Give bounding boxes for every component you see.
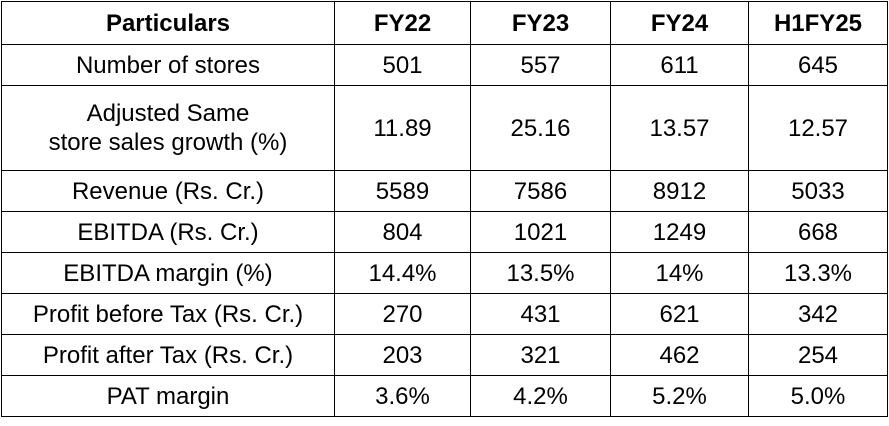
cell-value: 5.2% <box>610 375 749 417</box>
cell-value: 13.3% <box>748 252 888 294</box>
header-fy24: FY24 <box>610 1 749 45</box>
table-row-profit-after-tax: Profit after Tax (Rs. Cr.) 203 321 462 2… <box>1 334 888 376</box>
row-label: Number of stores <box>1 44 335 86</box>
cell-value: 1249 <box>610 211 749 253</box>
row-label: EBITDA margin (%) <box>1 252 335 294</box>
header-particulars: Particulars <box>1 1 335 45</box>
cell-value: 12.57 <box>748 85 888 171</box>
cell-value: 621 <box>610 293 749 335</box>
row-label-line-1: Adjusted Same <box>86 100 250 127</box>
cell-value: 431 <box>470 293 611 335</box>
cell-value: 804 <box>334 211 471 253</box>
cell-value: 645 <box>748 44 888 86</box>
cell-value: 3.6% <box>334 375 471 417</box>
cell-value: 203 <box>334 334 471 376</box>
header-fy22: FY22 <box>334 1 471 45</box>
cell-value: 462 <box>610 334 749 376</box>
cell-value: 13.5% <box>470 252 611 294</box>
row-label: EBITDA (Rs. Cr.) <box>1 211 335 253</box>
header-row: Particulars FY22 FY23 FY24 H1FY25 <box>1 1 888 45</box>
cell-value: 321 <box>470 334 611 376</box>
financials-table: Particulars FY22 FY23 FY24 H1FY25 Number… <box>1 1 888 417</box>
row-label: Adjusted Same store sales growth (%) <box>1 85 335 171</box>
cell-value: 11.89 <box>334 85 471 171</box>
table-row-same-store-sales-growth: Adjusted Same store sales growth (%) 11.… <box>1 85 888 171</box>
header-h1fy25: H1FY25 <box>748 1 888 45</box>
table-row-ebitda: EBITDA (Rs. Cr.) 804 1021 1249 668 <box>1 211 888 253</box>
cell-value: 25.16 <box>470 85 611 171</box>
cell-value: 5589 <box>334 170 471 212</box>
cell-value: 1021 <box>470 211 611 253</box>
cell-value: 254 <box>748 334 888 376</box>
cell-value: 4.2% <box>470 375 611 417</box>
table-row-number-of-stores: Number of stores 501 557 611 645 <box>1 44 888 86</box>
row-label: PAT margin <box>1 375 335 417</box>
cell-value: 14.4% <box>334 252 471 294</box>
row-label-line-2: store sales growth (%) <box>48 129 288 156</box>
table-row-profit-before-tax: Profit before Tax (Rs. Cr.) 270 431 621 … <box>1 293 888 335</box>
cell-value: 14% <box>610 252 749 294</box>
cell-value: 13.57 <box>610 85 749 171</box>
table-row-pat-margin: PAT margin 3.6% 4.2% 5.2% 5.0% <box>1 375 888 417</box>
cell-value: 8912 <box>610 170 749 212</box>
cell-value: 5.0% <box>748 375 888 417</box>
cell-value: 7586 <box>470 170 611 212</box>
cell-value: 557 <box>470 44 611 86</box>
row-label: Profit after Tax (Rs. Cr.) <box>1 334 335 376</box>
cell-value: 668 <box>748 211 888 253</box>
table-row-ebitda-margin: EBITDA margin (%) 14.4% 13.5% 14% 13.3% <box>1 252 888 294</box>
cell-value: 501 <box>334 44 471 86</box>
cell-value: 270 <box>334 293 471 335</box>
cell-value: 611 <box>610 44 749 86</box>
header-fy23: FY23 <box>470 1 611 45</box>
row-label: Profit before Tax (Rs. Cr.) <box>1 293 335 335</box>
cell-value: 5033 <box>748 170 888 212</box>
row-label: Revenue (Rs. Cr.) <box>1 170 335 212</box>
table-row-revenue: Revenue (Rs. Cr.) 5589 7586 8912 5033 <box>1 170 888 212</box>
cell-value: 342 <box>748 293 888 335</box>
